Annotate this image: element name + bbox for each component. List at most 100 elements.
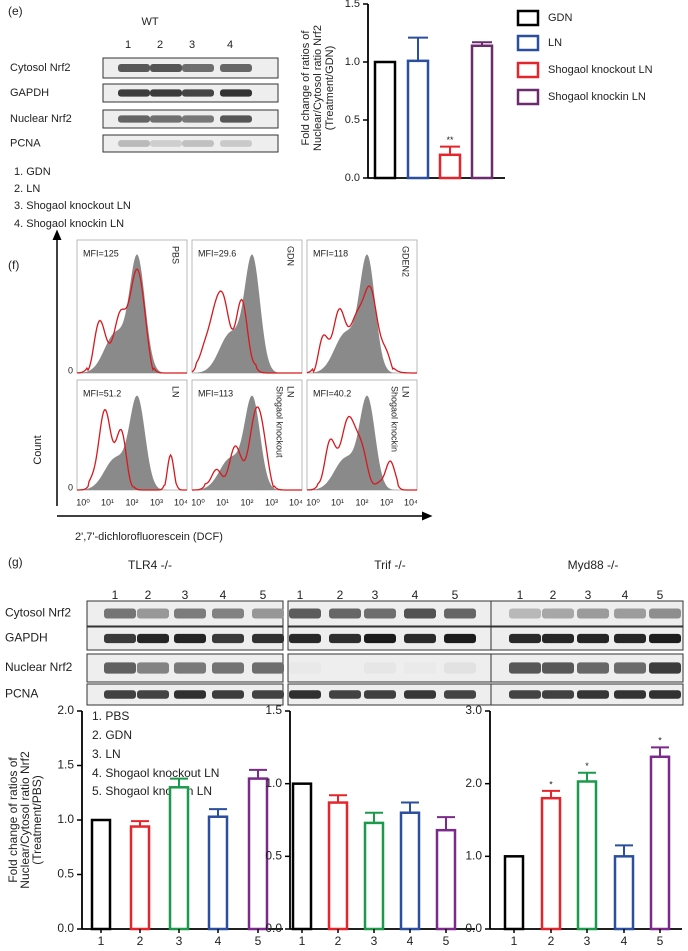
y-axis-label: (Treatment/PBS) xyxy=(30,775,44,865)
x-tick-label: 3 xyxy=(584,934,591,948)
y-tick-label: 3.0 xyxy=(465,703,482,717)
mfi-label: MFI=51.2 xyxy=(83,388,121,398)
y-tick-label: 1.0 xyxy=(265,776,282,790)
x-tick-label: 10⁰ xyxy=(76,497,90,507)
row-label: PCNA xyxy=(10,137,41,149)
x-tick-label: 10³ xyxy=(150,497,163,507)
blot-band xyxy=(542,690,574,699)
blot-band xyxy=(577,690,609,699)
blot-band xyxy=(404,662,436,674)
sample-tag: PBS xyxy=(171,246,181,264)
y-axis-label: Nuclear/Cytosol ratio Nrf2 xyxy=(312,25,324,151)
key-item: 4. Shogaol knockin LN xyxy=(14,218,124,230)
blot-group: WT xyxy=(141,16,158,28)
sample-tag: GDEN2 xyxy=(401,246,411,277)
significance: * xyxy=(658,736,662,746)
y-tick-label: 1.0 xyxy=(345,56,360,68)
y-tick-label: 0.5 xyxy=(57,867,74,881)
blot-band xyxy=(289,633,321,644)
histogram-sample xyxy=(306,415,417,491)
legend-label: Shogaol knockout LN xyxy=(548,64,653,76)
lane-label: 3 xyxy=(182,588,189,602)
blot-band xyxy=(542,608,574,619)
x-tick-label: 1 xyxy=(299,934,306,948)
y-tick-label: 2.0 xyxy=(57,703,74,717)
blot-band xyxy=(509,608,541,619)
lane-label: 3 xyxy=(585,588,592,602)
blot-band xyxy=(104,633,136,644)
bar xyxy=(327,801,349,931)
bar xyxy=(247,777,269,931)
key-item: 2. LN xyxy=(14,183,40,195)
y-zero-label: 0 xyxy=(68,365,73,375)
bar xyxy=(649,755,671,931)
y-tick-label: 1.5 xyxy=(265,703,282,717)
mfi-label: MFI=113 xyxy=(198,388,233,398)
blot-band xyxy=(252,690,284,699)
legend-swatch xyxy=(516,61,540,79)
blot-band xyxy=(649,662,681,674)
blot-band xyxy=(509,633,541,644)
bar xyxy=(576,780,598,931)
blot-band xyxy=(649,690,681,699)
sample-tag: LN xyxy=(171,386,181,398)
histogram-sample xyxy=(191,290,302,374)
blot-band xyxy=(614,662,646,674)
blot-band xyxy=(444,662,476,674)
lane-label: 5 xyxy=(657,588,664,602)
key-item: 4. Shogaol knockout LN xyxy=(92,766,219,780)
blot-band xyxy=(118,115,150,123)
blot-band xyxy=(329,633,361,644)
bar xyxy=(207,815,229,931)
sample-tag: Shogaol knockin xyxy=(390,386,400,452)
lane-label: 1 xyxy=(297,588,304,602)
x-tick-label: 2 xyxy=(548,934,555,948)
lane-label: 4 xyxy=(220,588,227,602)
y-tick-label: 0.0 xyxy=(465,921,482,935)
panel-label: (e) xyxy=(8,4,23,18)
x-tick-label: 10³ xyxy=(380,497,393,507)
blot-band xyxy=(182,115,214,123)
blot-band xyxy=(614,633,646,644)
y-tick-label: 0.5 xyxy=(265,849,282,863)
blot-band xyxy=(182,140,214,147)
blot-band xyxy=(649,633,681,644)
blot-band xyxy=(509,662,541,674)
y-tick-label: 1.0 xyxy=(57,812,74,826)
blot-group: Trif -/- xyxy=(374,558,406,572)
blot-band xyxy=(220,115,252,123)
blot-band xyxy=(104,662,136,674)
key-item: 3. Shogaol knockout LN xyxy=(14,200,131,212)
blot-band xyxy=(252,608,284,619)
blot-band xyxy=(150,64,182,72)
blot-band xyxy=(174,608,206,619)
blot-band xyxy=(118,89,150,97)
blot-band xyxy=(182,64,214,72)
histogram-control xyxy=(77,395,187,490)
lane-label: 2 xyxy=(145,588,152,602)
legend-label: LN xyxy=(548,37,562,49)
lane-label: 4 xyxy=(227,39,233,51)
x-tick-label: 2 xyxy=(335,934,342,948)
row-label: Cytosol Nrf2 xyxy=(10,62,71,74)
blot-band xyxy=(252,633,284,644)
significance: ** xyxy=(446,135,454,145)
bar xyxy=(503,855,525,931)
blot-band xyxy=(137,690,169,699)
x-tick-label: 2 xyxy=(137,934,144,948)
blot-band xyxy=(329,690,361,699)
blot-band xyxy=(614,608,646,619)
blot-band xyxy=(220,140,252,147)
bar xyxy=(438,153,462,180)
y-tick-label: 0.0 xyxy=(265,921,282,935)
x-tick-label: 3 xyxy=(371,934,378,948)
blot-band xyxy=(174,690,206,699)
blot-band xyxy=(577,633,609,644)
blot-band xyxy=(252,662,284,674)
x-tick-label: 5 xyxy=(443,934,450,948)
histogram-control xyxy=(192,254,302,373)
key-item: 1. GDN xyxy=(14,166,51,178)
y-tick-label: 0.0 xyxy=(345,172,360,184)
row-label: Nuclear Nrf2 xyxy=(5,660,73,674)
